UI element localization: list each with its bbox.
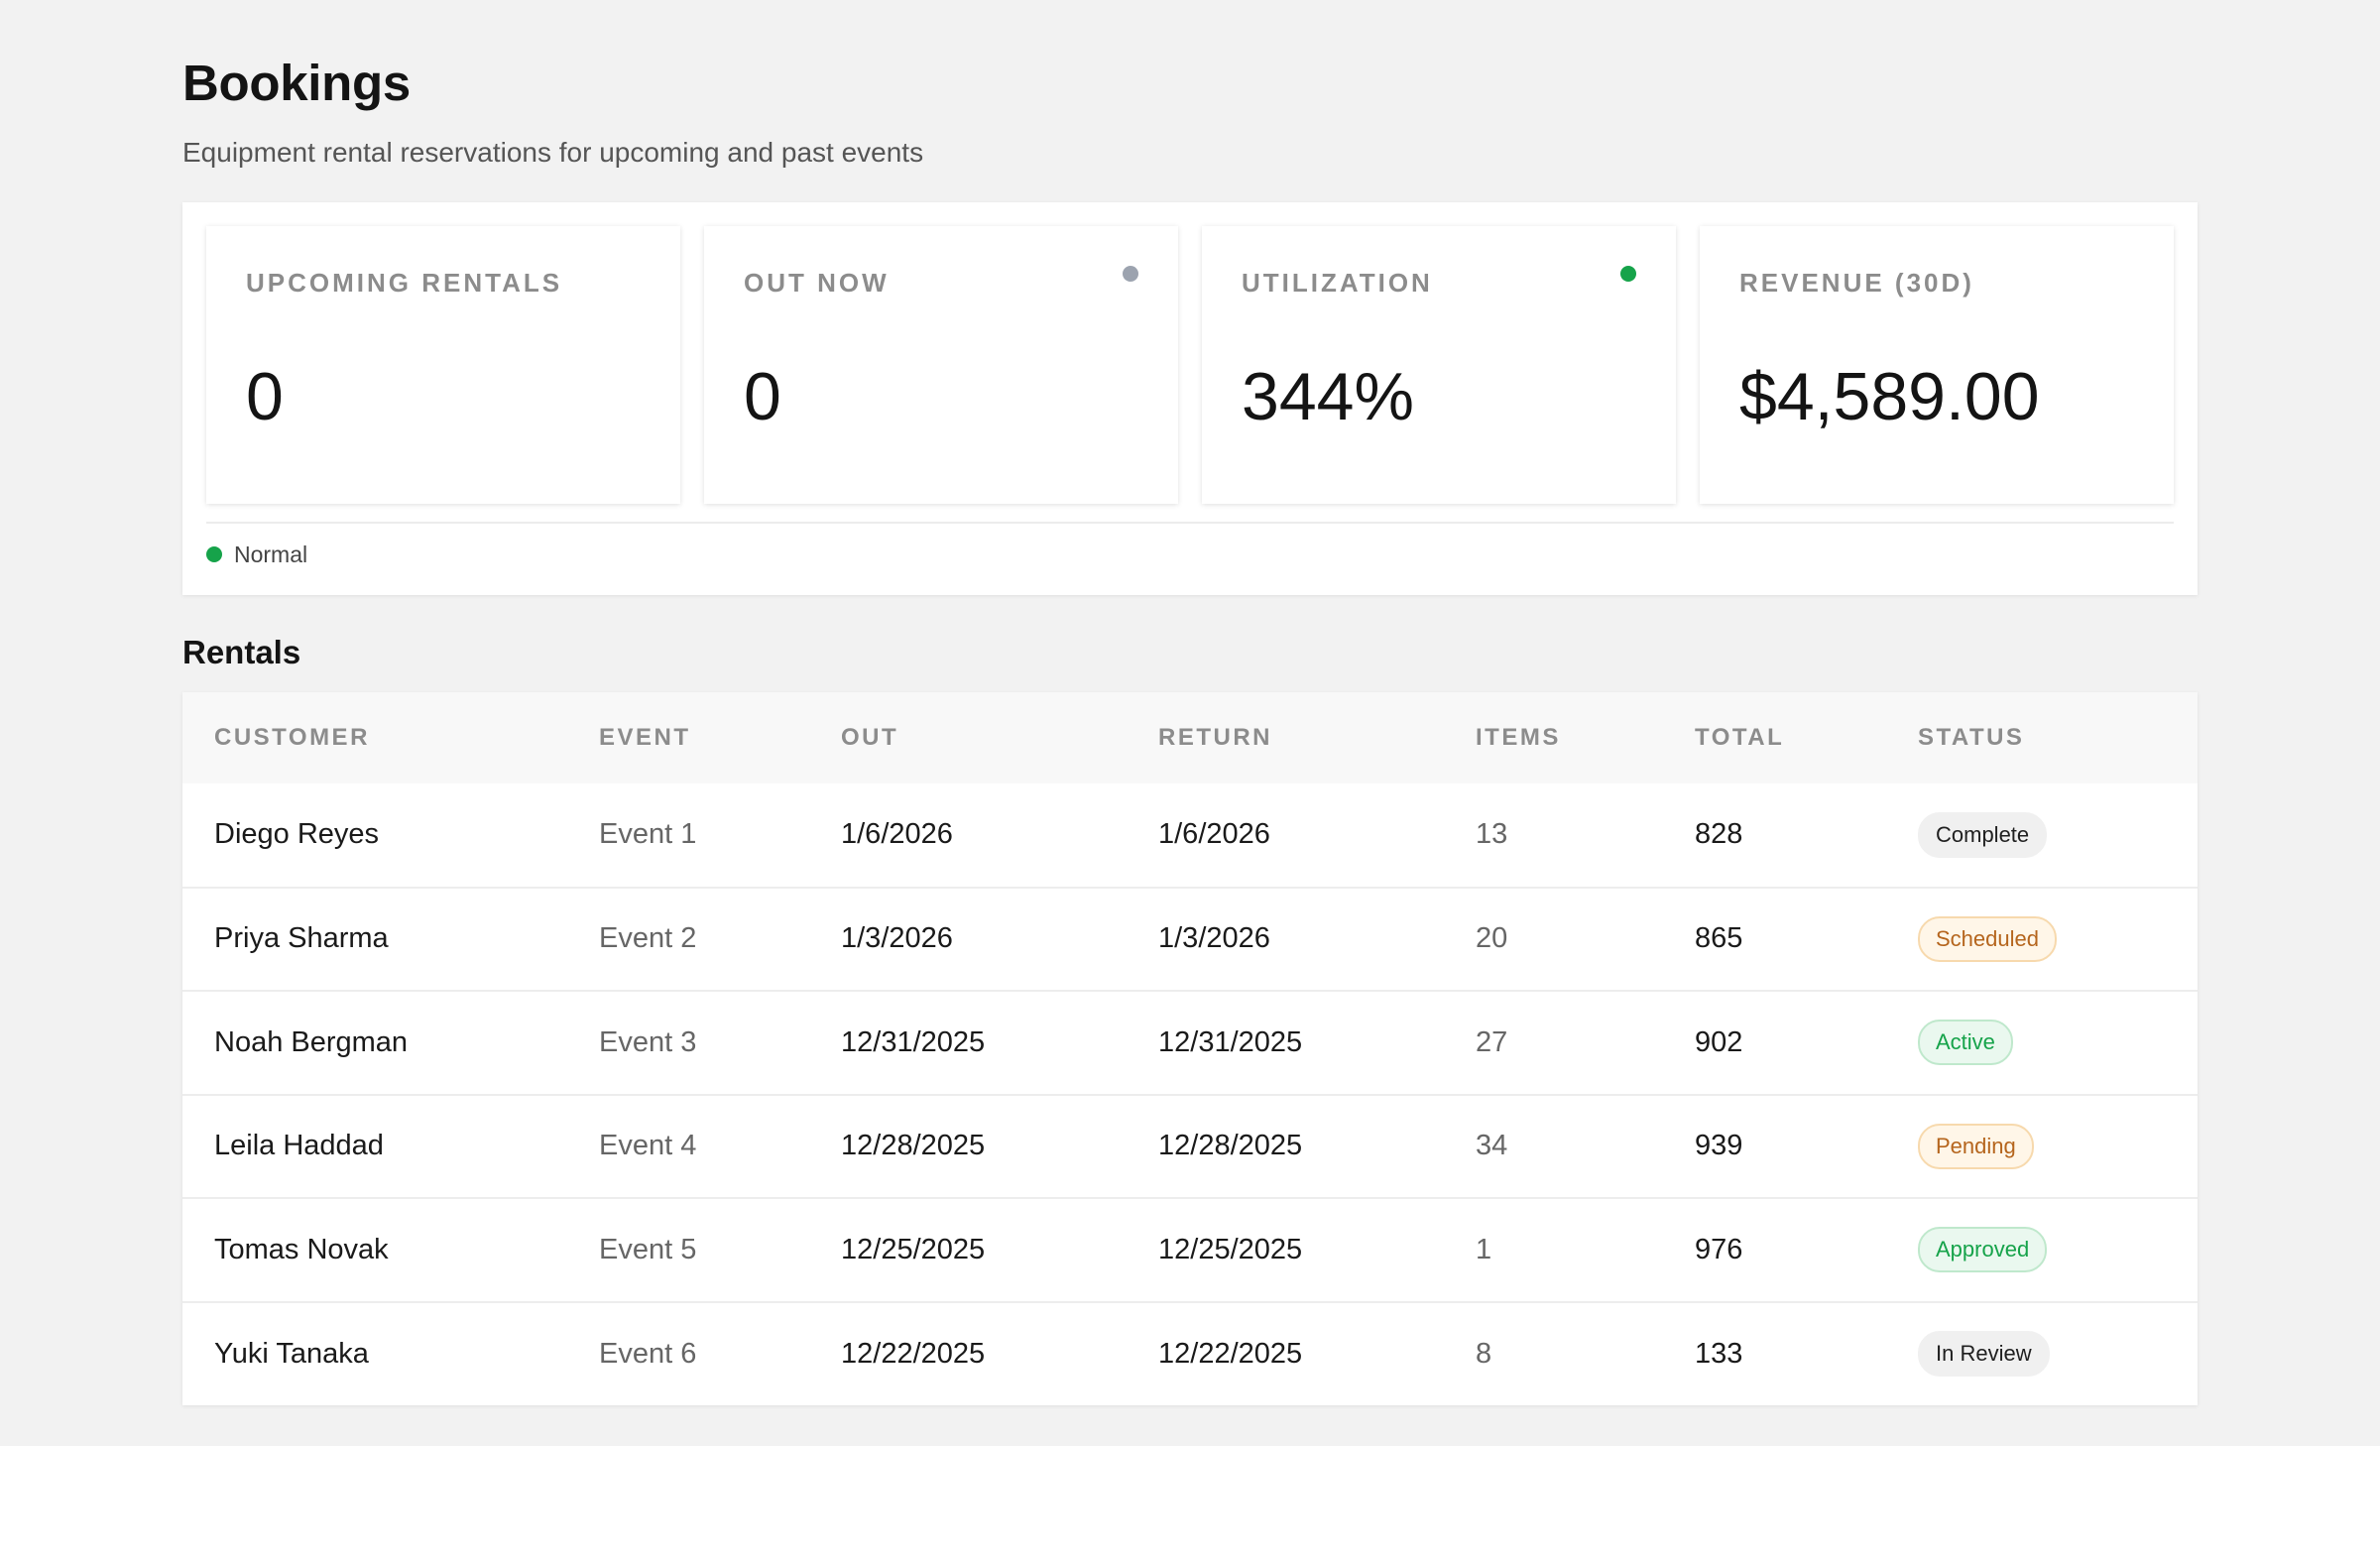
stat-label: OUT NOW xyxy=(744,268,890,298)
table-header-row: CUSTOMER EVENT OUT RETURN ITEMS TOTAL ST… xyxy=(182,692,2198,783)
stat-card-upcoming-rentals: UPCOMING RENTALS 0 xyxy=(206,226,680,504)
cell-customer: Tomas Novak xyxy=(214,1233,389,1265)
cell-total: 828 xyxy=(1695,818,1743,851)
cell-return-date: 12/31/2025 xyxy=(1158,1025,1303,1058)
column-header-customer[interactable]: CUSTOMER xyxy=(214,724,370,751)
cell-status: Pending xyxy=(1886,1095,2198,1199)
table-row[interactable]: Tomas Novak Event 5 12/25/2025 12/25/202… xyxy=(182,1198,2198,1302)
rentals-table: CUSTOMER EVENT OUT RETURN ITEMS TOTAL ST… xyxy=(182,692,2198,1405)
table-row[interactable]: Priya Sharma Event 2 1/3/2026 1/3/2026 2… xyxy=(182,887,2198,992)
table-row[interactable]: Diego Reyes Event 1 1/6/2026 1/6/2026 13… xyxy=(182,783,2198,888)
stats-row: UPCOMING RENTALS 0 OUT NOW 0 UTILIZATION… xyxy=(206,226,2174,504)
column-header-total[interactable]: TOTAL xyxy=(1695,724,1785,751)
cell-customer: Yuki Tanaka xyxy=(214,1337,369,1370)
cell-status: Complete xyxy=(1886,783,2198,888)
status-badge: Complete xyxy=(1918,811,2048,858)
column-header-items[interactable]: ITEMS xyxy=(1476,724,1561,751)
status-dot-icon xyxy=(1620,266,1636,282)
cell-total: 865 xyxy=(1695,922,1743,955)
cell-items: 8 xyxy=(1476,1337,1492,1370)
cell-event: Event 4 xyxy=(599,1130,697,1162)
status-badge: Approved xyxy=(1918,1227,2048,1273)
stat-value: 0 xyxy=(744,359,781,434)
cell-out-date: 1/6/2026 xyxy=(841,818,953,851)
cell-return-date: 1/3/2026 xyxy=(1158,922,1270,955)
cell-customer: Priya Sharma xyxy=(214,922,389,955)
table-row[interactable]: Noah Bergman Event 3 12/31/2025 12/31/20… xyxy=(182,991,2198,1095)
column-header-status[interactable]: STATUS xyxy=(1918,724,2025,751)
cell-customer: Noah Bergman xyxy=(214,1025,409,1058)
divider xyxy=(206,522,2174,524)
cell-status: Scheduled xyxy=(1886,888,2198,992)
cell-return-date: 12/25/2025 xyxy=(1158,1233,1303,1265)
cell-out-date: 12/31/2025 xyxy=(841,1025,986,1058)
cell-status: Active xyxy=(1886,991,2198,1095)
status-badge: Active xyxy=(1918,1020,2013,1066)
table-row[interactable]: Yuki Tanaka Event 6 12/22/2025 12/22/202… xyxy=(182,1301,2198,1406)
status-legend: Normal xyxy=(206,524,2174,585)
stat-card-revenue: REVENUE (30D) $4,589.00 xyxy=(1700,226,2174,504)
table-row[interactable]: Leila Haddad Event 4 12/28/2025 12/28/20… xyxy=(182,1094,2198,1199)
cell-items: 20 xyxy=(1476,922,1508,955)
cell-status: In Review xyxy=(1886,1302,2198,1406)
cell-total: 976 xyxy=(1695,1233,1743,1265)
page-subtitle: Equipment rental reservations for upcomi… xyxy=(182,137,924,168)
cell-event: Event 2 xyxy=(599,922,697,955)
column-header-return[interactable]: RETURN xyxy=(1158,724,1272,751)
cell-total: 939 xyxy=(1695,1130,1743,1162)
stat-card-out-now: OUT NOW 0 xyxy=(704,226,1178,504)
cell-total: 902 xyxy=(1695,1025,1743,1058)
cell-total: 133 xyxy=(1695,1337,1743,1370)
column-header-out[interactable]: OUT xyxy=(841,724,899,751)
stat-label: UTILIZATION xyxy=(1242,268,1433,298)
column-header-event[interactable]: EVENT xyxy=(599,724,691,751)
stat-value: 0 xyxy=(246,359,284,434)
stat-label: UPCOMING RENTALS xyxy=(246,268,563,298)
cell-return-date: 12/28/2025 xyxy=(1158,1130,1303,1162)
cell-event: Event 3 xyxy=(599,1025,697,1058)
cell-customer: Diego Reyes xyxy=(214,818,380,851)
cell-event: Event 6 xyxy=(599,1337,697,1370)
cell-items: 13 xyxy=(1476,818,1508,851)
status-badge: Pending xyxy=(1918,1123,2034,1169)
bookings-page: Bookings Equipment rental reservations f… xyxy=(0,0,2380,1446)
cell-out-date: 12/25/2025 xyxy=(841,1233,986,1265)
cell-items: 1 xyxy=(1476,1233,1492,1265)
cell-event: Event 1 xyxy=(599,818,697,851)
stat-value: 344% xyxy=(1242,359,1414,434)
stat-label: REVENUE (30D) xyxy=(1739,268,1974,298)
legend-dot-icon xyxy=(206,546,222,562)
status-badge: In Review xyxy=(1918,1331,2050,1378)
stat-value: $4,589.00 xyxy=(1739,359,2040,434)
cell-status: Approved xyxy=(1886,1198,2198,1302)
cell-return-date: 12/22/2025 xyxy=(1158,1337,1303,1370)
cell-out-date: 12/28/2025 xyxy=(841,1130,986,1162)
stat-card-utilization: UTILIZATION 344% xyxy=(1202,226,1676,504)
cell-out-date: 12/22/2025 xyxy=(841,1337,986,1370)
cell-items: 27 xyxy=(1476,1025,1508,1058)
cell-items: 34 xyxy=(1476,1130,1508,1162)
cell-return-date: 1/6/2026 xyxy=(1158,818,1270,851)
section-title-rentals: Rentals xyxy=(182,634,301,670)
stats-panel: UPCOMING RENTALS 0 OUT NOW 0 UTILIZATION… xyxy=(182,202,2198,595)
cell-customer: Leila Haddad xyxy=(214,1130,384,1162)
cell-out-date: 1/3/2026 xyxy=(841,922,953,955)
cell-event: Event 5 xyxy=(599,1233,697,1265)
status-badge: Scheduled xyxy=(1918,915,2057,962)
legend-label: Normal xyxy=(234,541,308,567)
page-title: Bookings xyxy=(182,55,411,111)
status-dot-icon xyxy=(1123,266,1138,282)
